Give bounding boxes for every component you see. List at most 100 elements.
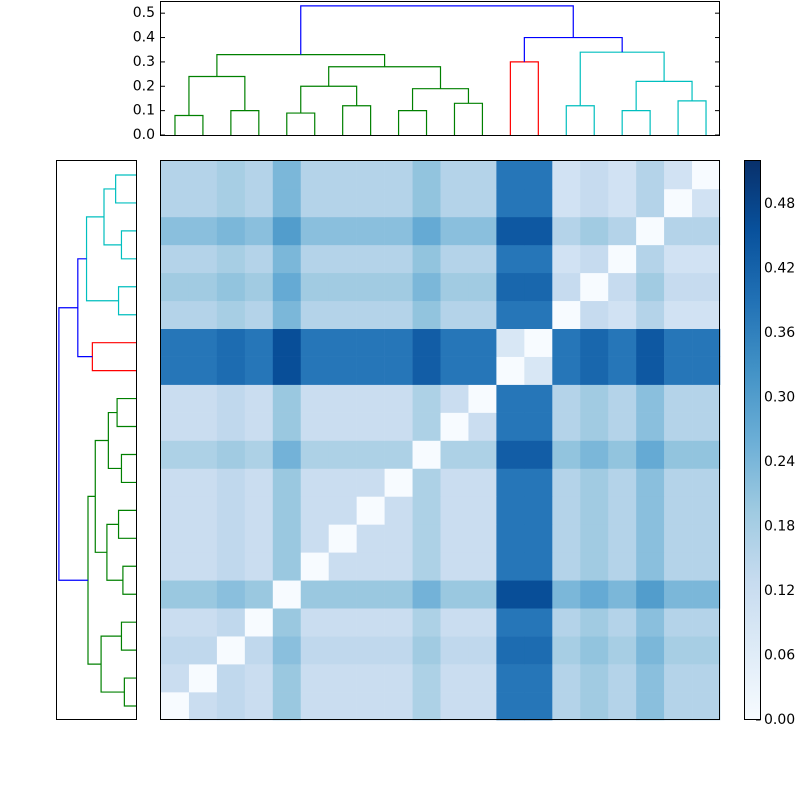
colorbar-tick-label: 0.24 [764, 454, 795, 470]
heatmap-cell [188, 300, 218, 329]
heatmap-cell [524, 161, 553, 190]
heatmap-cell [636, 300, 665, 329]
heatmap-cell [356, 440, 385, 469]
heatmap-cell [328, 552, 357, 581]
heatmap-cell [216, 468, 246, 497]
y-tick-label: 0.0 [133, 127, 155, 143]
heatmap-cell [692, 216, 721, 246]
heatmap-cell [468, 440, 497, 469]
dendrogram-link [117, 509, 136, 539]
heatmap-cell [161, 468, 190, 497]
heatmap-cell [356, 300, 385, 329]
heatmap-cell [552, 384, 581, 413]
heatmap-cell [384, 356, 413, 385]
heatmap-cell [664, 692, 693, 721]
heatmap-cell [664, 300, 693, 329]
heatmap-cell [440, 328, 469, 357]
heatmap-cell [188, 272, 218, 302]
heatmap-cell [552, 412, 581, 441]
heatmap-cell [161, 580, 190, 609]
heatmap-cell [468, 244, 497, 274]
heatmap-cell [440, 244, 469, 274]
heatmap-cell [412, 636, 441, 665]
heatmap-cell [664, 356, 693, 385]
heatmap-cell [580, 161, 609, 190]
heatmap-cell [188, 244, 218, 274]
dendrogram-link [120, 621, 136, 651]
top-dendrogram-frame [160, 1, 720, 136]
heatmap-cell [272, 468, 302, 497]
heatmap-cell [161, 384, 190, 413]
heatmap-cell [608, 440, 637, 469]
heatmap-cell [244, 188, 274, 218]
heatmap-cell [636, 356, 665, 385]
dendrogram-link [77, 258, 93, 358]
heatmap-cell [384, 300, 413, 329]
heatmap-cell [161, 496, 190, 525]
heatmap-cell [300, 188, 329, 218]
heatmap-cell [244, 161, 274, 190]
heatmap-cell [664, 440, 693, 469]
heatmap-cell [468, 524, 497, 553]
heatmap-cell [440, 384, 469, 413]
heatmap-cell [412, 384, 441, 413]
heatmap-cell [496, 552, 525, 581]
heatmap-cell [161, 300, 190, 329]
heatmap-cell [496, 328, 525, 357]
heatmap-cell [496, 356, 525, 385]
heatmap-cell [636, 161, 665, 190]
dendrogram-link [342, 105, 372, 135]
colorbar-tick-label: 0.00 [764, 712, 795, 728]
heatmap-cell [468, 161, 497, 190]
heatmap-cell [272, 664, 302, 693]
heatmap-cell [356, 552, 385, 581]
heatmap-cell [328, 636, 357, 665]
heatmap-cell [356, 244, 385, 274]
heatmap-cell [272, 552, 302, 581]
heatmap-cell [356, 161, 385, 190]
dendrogram-link [106, 523, 123, 581]
heatmap-cell [496, 384, 525, 413]
heatmap-cell [216, 580, 246, 609]
heatmap-cell [300, 356, 329, 385]
heatmap-cell [244, 524, 274, 553]
heatmap-cell [524, 216, 553, 246]
heatmap-cell [524, 496, 553, 525]
heatmap-cell [216, 244, 246, 274]
heatmap-cell [524, 608, 553, 637]
dendrogram-link [116, 397, 136, 428]
heatmap-cell [244, 328, 274, 357]
heatmap-cell [664, 552, 693, 581]
dendrogram-link [579, 51, 665, 106]
heatmap-cell [580, 664, 609, 693]
heatmap-cell [244, 412, 274, 441]
heatmap-cell [692, 496, 721, 525]
heatmap-cell [468, 552, 497, 581]
heatmap-cell [356, 384, 385, 413]
heatmap-cell [384, 440, 413, 469]
heatmap-cell [580, 188, 609, 218]
heatmap-cell [636, 384, 665, 413]
heatmap-cell [216, 384, 246, 413]
heatmap-cell [440, 524, 469, 553]
heatmap-cell [384, 692, 413, 721]
dendrogram-link [100, 635, 125, 693]
heatmap-cell [244, 440, 274, 469]
dendrogram-link [300, 5, 574, 55]
heatmap-cell [692, 412, 721, 441]
heatmap-cell [496, 244, 525, 274]
heatmap-cell [216, 608, 246, 637]
heatmap-cell [412, 440, 441, 469]
dendrogram-link [85, 216, 119, 302]
heatmap-cell [356, 272, 385, 302]
heatmap-cell [580, 300, 609, 329]
heatmap-cell [356, 636, 385, 665]
heatmap-cell [412, 188, 441, 218]
heatmap-cell [244, 272, 274, 302]
heatmap-cell [608, 244, 637, 274]
heatmap-cell [692, 692, 721, 721]
colorbar-tick-label: 0.12 [764, 583, 795, 599]
heatmap-cell [636, 244, 665, 274]
heatmap-cell [188, 356, 218, 385]
